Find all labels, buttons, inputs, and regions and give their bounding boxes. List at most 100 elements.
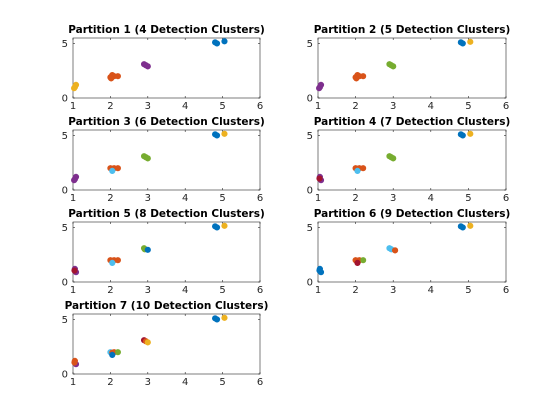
x-tick-label: 6 xyxy=(257,101,263,112)
data-point xyxy=(71,177,78,184)
x-tick-label: 3 xyxy=(145,285,151,296)
x-tick-label: 5 xyxy=(465,193,471,204)
y-tick-label: 5 xyxy=(62,315,68,326)
y-tick-label: 5 xyxy=(62,39,68,50)
y-tick-label: 5 xyxy=(307,131,313,142)
x-tick-label: 2 xyxy=(352,101,358,112)
axes-box xyxy=(317,37,507,99)
data-point xyxy=(71,359,78,366)
data-point xyxy=(354,167,361,175)
subplot-title: Partition 6 (9 Detection Clusters) xyxy=(314,208,511,220)
axes-box xyxy=(72,313,261,375)
data-point xyxy=(316,175,323,182)
data-point xyxy=(316,267,323,274)
y-tick-label: 0 xyxy=(62,186,68,197)
x-tick-label: 3 xyxy=(145,377,151,388)
subplot-6: Partition 6 (9 Detection Clusters) 1 2 3 4 5 6… xyxy=(307,208,511,296)
data-point xyxy=(213,132,221,139)
x-tick-label: 6 xyxy=(503,101,509,112)
x-tick-label: 4 xyxy=(428,101,434,112)
data-point xyxy=(316,85,323,92)
x-tick-label: 5 xyxy=(219,101,225,112)
data-point xyxy=(354,259,361,267)
subplot-title: Partition 4 (7 Detection Clusters) xyxy=(314,116,511,128)
y-tick-label: 5 xyxy=(307,39,313,50)
data-point xyxy=(71,85,78,92)
subplot-1: Partition 1 (4 Detection Clusters) 1 2 3 4 5 6… xyxy=(62,24,265,112)
subplot-title: Partition 2 (5 Detection Clusters) xyxy=(314,24,511,36)
data-point xyxy=(114,73,121,80)
subplot-2: Partition 2 (5 Detection Clusters) 1 2 3 4 5 6… xyxy=(307,24,511,112)
y-tick-label: 0 xyxy=(62,278,68,289)
subplot-7: Partition 7 (10 Detection Clusters) 1 2 3 4 5… xyxy=(62,300,269,388)
data-point xyxy=(114,349,121,356)
data-point xyxy=(360,73,367,80)
y-tick-label: 0 xyxy=(307,278,313,289)
data-point xyxy=(467,130,474,137)
axes-box xyxy=(72,129,261,191)
subplot-title: Partition 7 (10 Detection Clusters) xyxy=(65,300,269,312)
x-tick-label: 2 xyxy=(107,193,113,204)
data-point xyxy=(459,132,466,139)
x-tick-label: 4 xyxy=(428,193,434,204)
data-point xyxy=(144,63,151,70)
data-point xyxy=(221,38,228,45)
subplot-3: Partition 3 (6 Detection Clusters) 1 2 3 4 5 6… xyxy=(62,116,265,204)
subplot-title: Partition 1 (4 Detection Clusters) xyxy=(68,24,265,36)
data-point xyxy=(144,339,151,346)
x-tick-label: 3 xyxy=(145,193,151,204)
data-point xyxy=(144,155,151,162)
x-tick-label: 5 xyxy=(219,377,225,388)
x-tick-label: 3 xyxy=(390,193,396,204)
data-point xyxy=(221,222,228,229)
data-point xyxy=(221,130,228,137)
x-tick-label: 4 xyxy=(182,285,188,296)
x-tick-label: 3 xyxy=(145,101,151,112)
x-tick-label: 1 xyxy=(70,377,76,388)
x-tick-label: 1 xyxy=(315,101,321,112)
x-tick-label: 4 xyxy=(428,285,434,296)
data-point xyxy=(109,259,116,267)
data-point xyxy=(213,224,221,231)
x-tick-label: 4 xyxy=(182,377,188,388)
x-tick-label: 3 xyxy=(390,101,396,112)
x-tick-label: 6 xyxy=(257,285,263,296)
data-point xyxy=(213,316,221,323)
data-point xyxy=(221,314,228,321)
axes-box xyxy=(317,221,507,283)
axes-box xyxy=(72,221,261,283)
subplot-5: Partition 5 (8 Detection Clusters) 1 2 3 4 5 6… xyxy=(62,208,265,296)
y-tick-label: 0 xyxy=(307,186,313,197)
data-point xyxy=(108,75,115,82)
axes-box xyxy=(317,129,507,191)
x-tick-label: 4 xyxy=(182,193,188,204)
x-tick-label: 1 xyxy=(70,101,76,112)
y-tick-label: 0 xyxy=(307,94,313,105)
data-point xyxy=(353,75,360,82)
subplot-title: Partition 3 (6 Detection Clusters) xyxy=(68,116,265,128)
x-tick-label: 2 xyxy=(107,285,113,296)
data-point xyxy=(459,224,466,231)
x-tick-label: 2 xyxy=(352,193,358,204)
y-tick-label: 5 xyxy=(62,131,68,142)
axes-box xyxy=(72,37,261,99)
x-tick-label: 6 xyxy=(257,377,263,388)
data-point xyxy=(144,246,151,253)
subplot-4: Partition 4 (7 Detection Clusters) 1 2 3 4 5 6… xyxy=(307,116,511,204)
data-point xyxy=(109,351,116,359)
x-tick-label: 6 xyxy=(257,193,263,204)
y-tick-label: 5 xyxy=(62,223,68,234)
y-tick-label: 0 xyxy=(62,370,68,381)
data-point xyxy=(213,40,221,47)
data-point xyxy=(467,38,474,45)
x-tick-label: 1 xyxy=(70,193,76,204)
data-point xyxy=(391,247,399,254)
x-tick-label: 5 xyxy=(465,101,471,112)
data-point xyxy=(109,167,116,175)
data-point xyxy=(360,165,367,172)
x-tick-label: 1 xyxy=(315,193,321,204)
y-tick-label: 0 xyxy=(62,94,68,105)
x-tick-label: 1 xyxy=(70,285,76,296)
x-tick-label: 5 xyxy=(219,193,225,204)
